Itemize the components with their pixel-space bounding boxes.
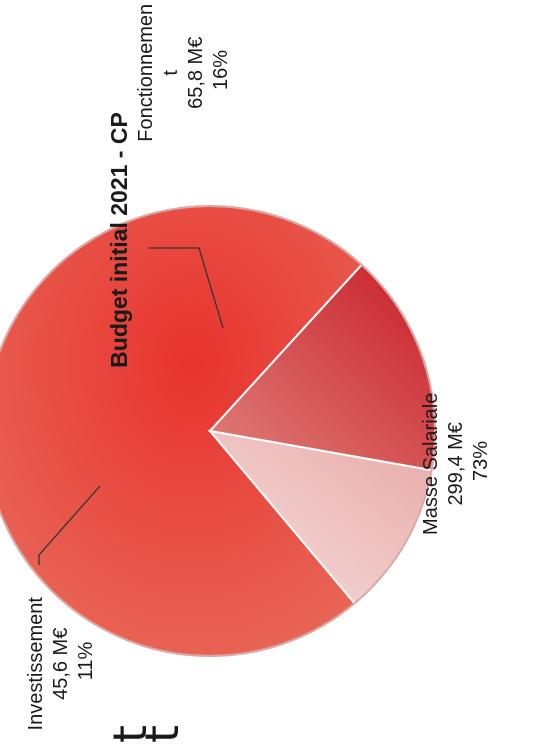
masse-percent: 73% xyxy=(470,441,492,481)
fonct-slice-label: Fonctionnemen t 65,8 M€ 16% xyxy=(135,0,232,142)
stray-glyph-1: t xyxy=(103,725,157,743)
invest-slice-label: Investissement 45,6 M€ 11% xyxy=(25,592,97,731)
invest-percent: 11% xyxy=(75,642,97,681)
chart-title: Budget initial 2021 - CP xyxy=(106,112,132,368)
stray-glyph-2: t xyxy=(135,725,189,743)
fonct-name-part2: t xyxy=(160,70,182,76)
masse-slice-label: Masse Salariale 299,4 M€ 73% xyxy=(420,387,492,535)
fonct-leader-line xyxy=(149,247,224,329)
fonct-name-part1: Fonctionnemen xyxy=(135,4,157,142)
invest-name: Investissement xyxy=(25,597,47,731)
invest-value: 45,6 M€ xyxy=(50,628,72,700)
pie-slices xyxy=(0,205,436,657)
pie-rim xyxy=(0,205,436,657)
fonct-percent: 16% xyxy=(210,50,232,90)
invest-leader-line xyxy=(38,485,101,565)
fonct-value: 65,8 M€ xyxy=(185,37,207,109)
masse-name: Masse Salariale xyxy=(420,393,442,535)
masse-value: 299,4 M€ xyxy=(445,422,467,505)
